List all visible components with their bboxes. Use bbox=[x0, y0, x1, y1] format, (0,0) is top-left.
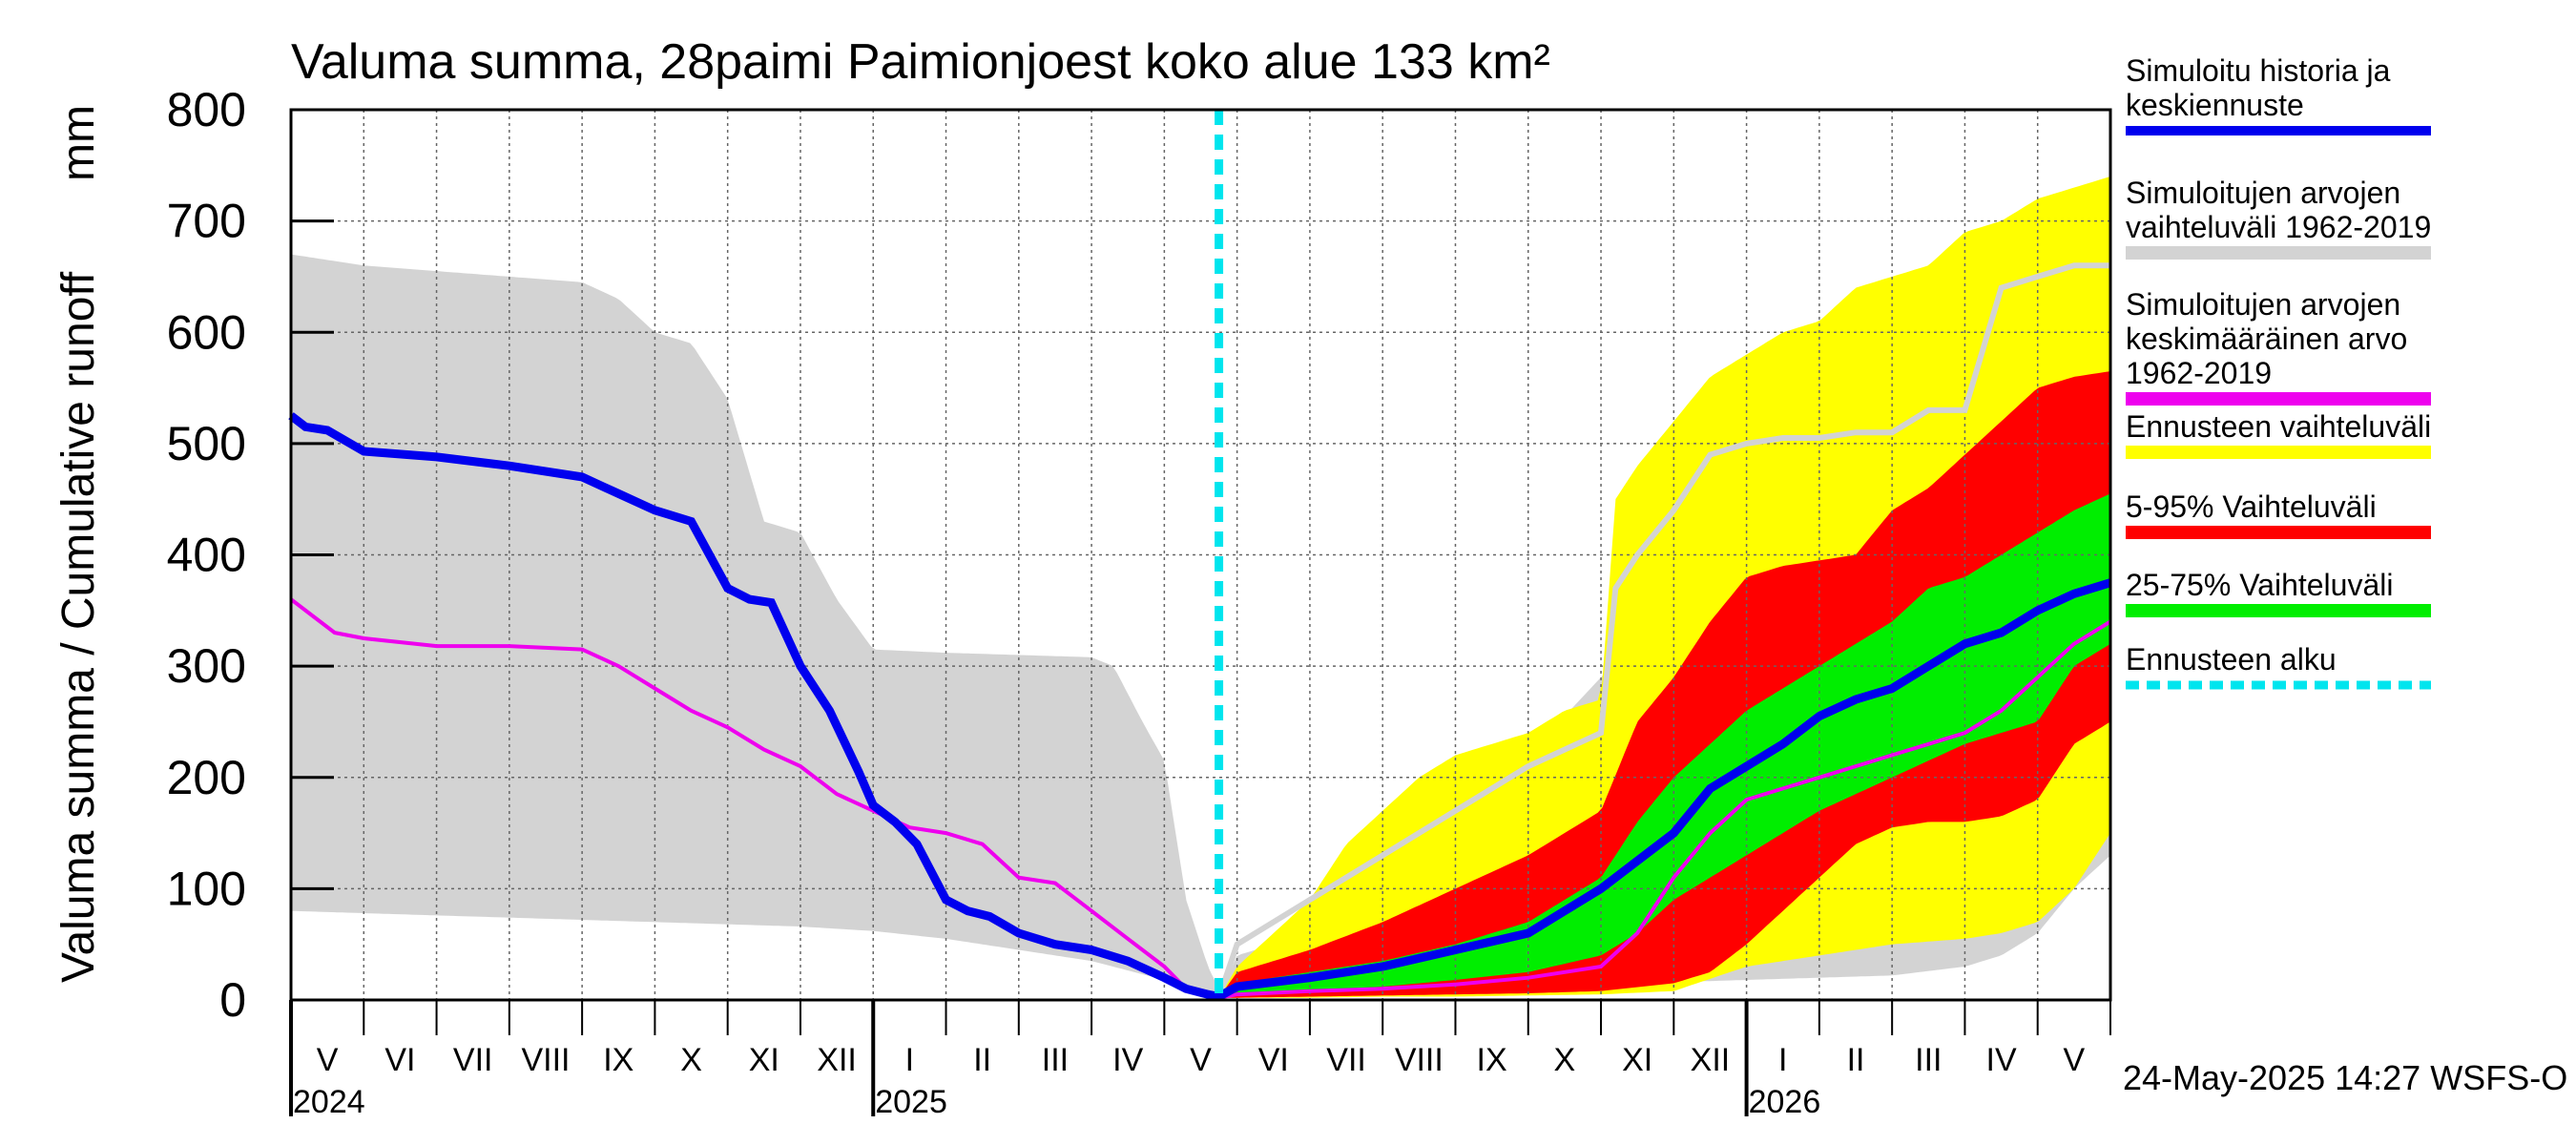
legend-label: 5-95% Vaihteluväli bbox=[2126, 489, 2377, 524]
y-tick-label: 700 bbox=[167, 195, 246, 248]
month-label: I bbox=[905, 1042, 914, 1078]
month-label: IV bbox=[1112, 1042, 1143, 1078]
legend-label: vaihteluväli 1962-2019 bbox=[2126, 210, 2431, 244]
month-label: IV bbox=[1986, 1042, 2017, 1078]
year-label: 2026 bbox=[1749, 1084, 1821, 1120]
footer-timestamp: 24-May-2025 14:27 WSFS-O bbox=[2123, 1058, 2567, 1097]
month-label: VI bbox=[1258, 1042, 1289, 1078]
y-tick-label: 500 bbox=[167, 417, 246, 470]
month-label: VIII bbox=[521, 1042, 570, 1078]
month-label: VII bbox=[453, 1042, 493, 1078]
legend-label: Simuloitujen arvojen bbox=[2126, 287, 2400, 322]
month-label: III bbox=[1042, 1042, 1069, 1078]
grid bbox=[291, 110, 2110, 1000]
month-label: III bbox=[1915, 1042, 1942, 1078]
legend-label: keskimääräinen arvo bbox=[2126, 322, 2407, 356]
y-axis-unit: mm bbox=[53, 105, 104, 181]
month-label: XI bbox=[1622, 1042, 1652, 1078]
p25-p75-band bbox=[1218, 493, 2110, 998]
month-label: V bbox=[2064, 1042, 2086, 1078]
legend-item: Ennusteen alku bbox=[2126, 642, 2431, 690]
month-label: XII bbox=[817, 1042, 857, 1078]
month-label: X bbox=[1554, 1042, 1576, 1078]
legend-label: keskiennuste bbox=[2126, 88, 2304, 122]
legend-label: Simuloitu historia ja bbox=[2126, 53, 2391, 88]
legend-item: Ennusteen vaihteluväli bbox=[2126, 409, 2431, 459]
legend-label: Ennusteen vaihteluväli bbox=[2126, 409, 2431, 444]
month-label: XII bbox=[1691, 1042, 1731, 1078]
month-label: X bbox=[680, 1042, 702, 1078]
y-axis: 0 100 200 300 400 500 600 700 800 bbox=[167, 83, 334, 1027]
legend: Simuloitu historia jakeskiennusteSimuloi… bbox=[2126, 53, 2431, 690]
y-tick-label: 300 bbox=[167, 639, 246, 693]
y-tick-label: 400 bbox=[167, 529, 246, 582]
plot-area bbox=[288, 108, 2112, 1002]
legend-label: Ennusteen alku bbox=[2126, 642, 2337, 677]
month-label: I bbox=[1778, 1042, 1787, 1078]
legend-label: Simuloitujen arvojen bbox=[2126, 176, 2400, 210]
legend-item: 5-95% Vaihteluväli bbox=[2126, 489, 2431, 539]
month-label: VI bbox=[384, 1042, 415, 1078]
y-tick-label: 0 bbox=[219, 973, 246, 1027]
legend-label: 1962-2019 bbox=[2126, 356, 2272, 390]
y-tick-label: 200 bbox=[167, 751, 246, 804]
y-axis-label: Valuma summa / Cumulative runoff bbox=[53, 271, 104, 983]
p5-p95-band bbox=[1218, 371, 2110, 998]
month-label: V bbox=[1190, 1042, 1212, 1078]
month-label: VIII bbox=[1395, 1042, 1444, 1078]
y-tick-label: 100 bbox=[167, 862, 246, 915]
y-tick-label: 800 bbox=[167, 83, 246, 136]
x-axis: V VI VII VIII IX X XI XII I II III IV V VI VII VIII IX X X… bbox=[289, 1000, 2111, 1120]
year-label: 2025 bbox=[875, 1084, 947, 1120]
long-term-mean-line bbox=[289, 597, 2112, 1000]
legend-label: 25-75% Vaihteluväli bbox=[2126, 568, 2393, 602]
month-label: IX bbox=[1477, 1042, 1507, 1078]
chart-title: Valuma summa, 28paimi Paimionjoest koko … bbox=[291, 34, 1550, 90]
month-label: XI bbox=[749, 1042, 779, 1078]
history-range-band bbox=[291, 254, 1219, 998]
month-label: II bbox=[1847, 1042, 1865, 1078]
month-label: IX bbox=[603, 1042, 634, 1078]
y-tick-label: 600 bbox=[167, 305, 246, 359]
mean-forecast-line bbox=[288, 412, 2112, 1002]
month-label: II bbox=[973, 1042, 991, 1078]
month-label: VII bbox=[1326, 1042, 1366, 1078]
sim-future-gray-line bbox=[1215, 262, 2110, 999]
legend-item: 25-75% Vaihteluväli bbox=[2126, 568, 2431, 617]
month-label: V bbox=[317, 1042, 339, 1078]
year-label: 2024 bbox=[293, 1084, 365, 1120]
